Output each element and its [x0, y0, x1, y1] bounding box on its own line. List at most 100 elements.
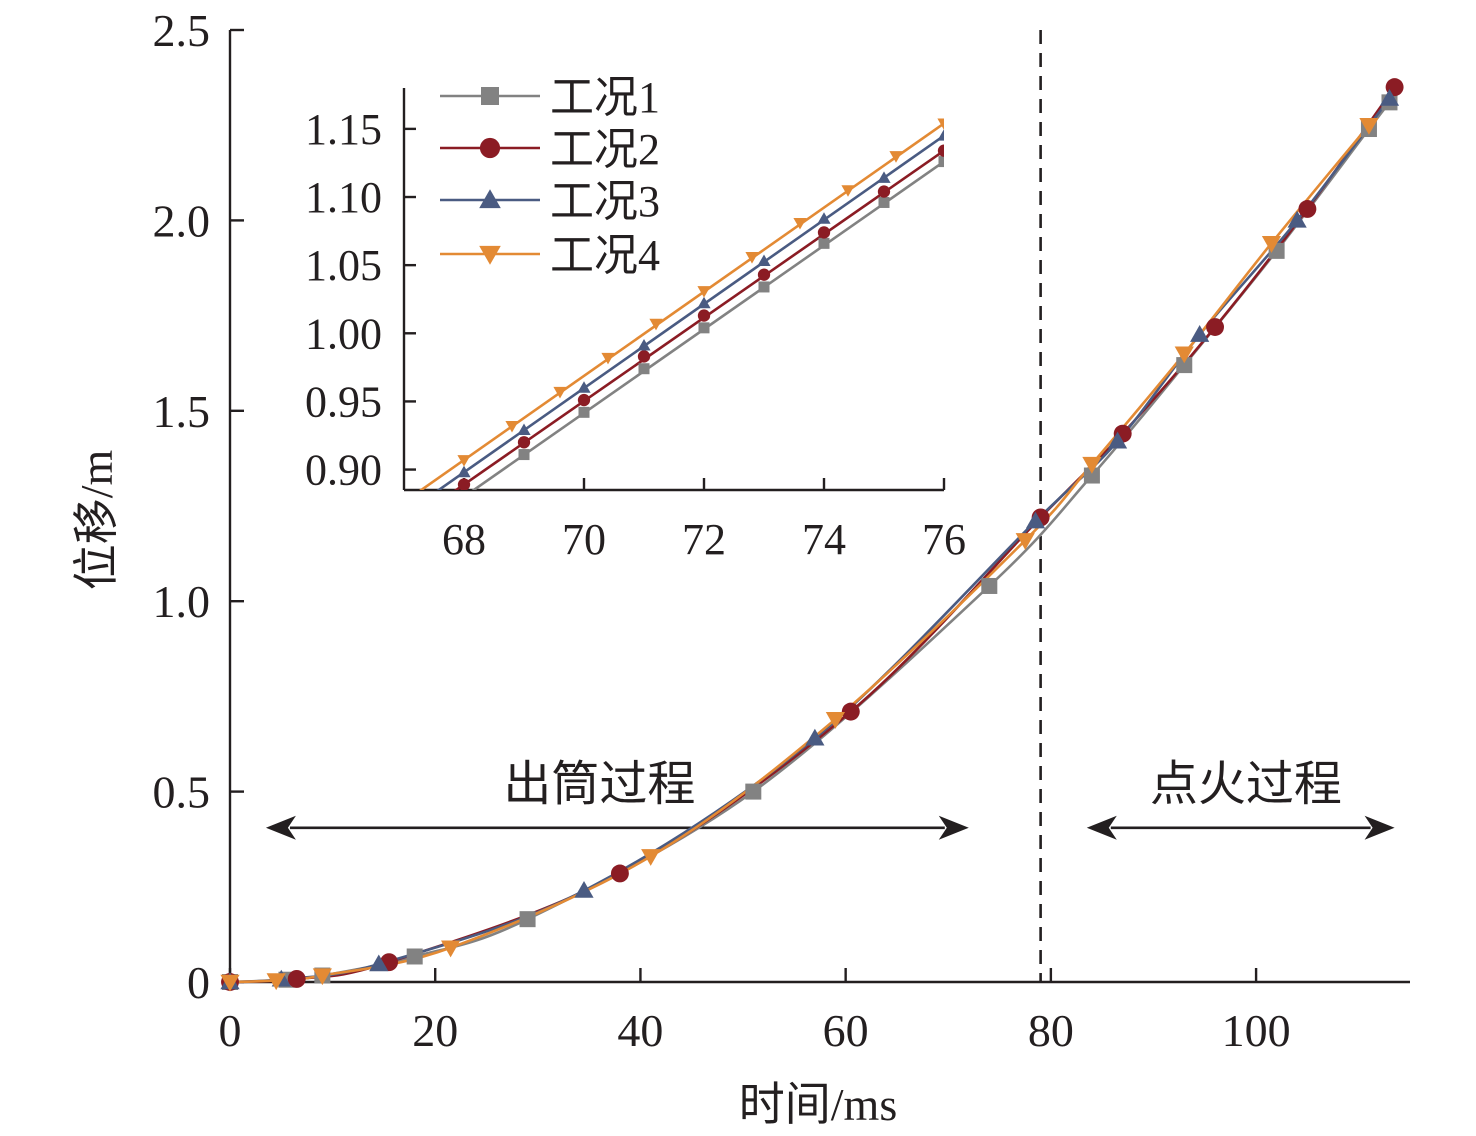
inset-data-point [577, 381, 591, 393]
inset-data-point [938, 156, 944, 168]
legend-item: 工况1 [440, 73, 660, 122]
x-axis-title: 时间/ms [739, 1079, 897, 1130]
inset-data-point [757, 254, 771, 267]
x-tick-label: 60 [823, 1005, 869, 1056]
y-tick-label: 1.0 [153, 576, 211, 627]
inset-data-point [637, 350, 651, 363]
data-point [1015, 533, 1035, 550]
data-point [220, 974, 240, 992]
x-tick-label: 80 [1028, 1005, 1074, 1056]
inset-data-point [577, 393, 591, 407]
data-point [610, 864, 629, 883]
legend-item: 工况3 [440, 177, 660, 226]
data-point [1379, 88, 1400, 106]
inset-y-tick-label: 1.10 [305, 173, 382, 222]
series-line [229, 124, 1370, 984]
inset-data-point [601, 352, 615, 365]
inset-y-tick-label: 0.90 [305, 446, 382, 495]
inset-data-point [758, 281, 770, 293]
annotation-label: 出筒过程 [503, 758, 695, 811]
inset-y-tick-label: 1.15 [305, 105, 382, 154]
data-point [1298, 200, 1317, 218]
x-tick-label: 0 [219, 1005, 242, 1056]
data-point [574, 881, 594, 898]
inset-y-tick-label: 1.05 [305, 241, 382, 290]
inset-data-point [553, 386, 567, 399]
data-point [1359, 118, 1379, 135]
legend-label: 工况1 [550, 73, 660, 122]
inset-data-point [697, 296, 711, 309]
inset-data-point [637, 338, 651, 351]
inset-data-point [877, 185, 891, 198]
annotation-label: 点火过程 [1150, 758, 1342, 811]
x-tick-label: 20 [412, 1005, 458, 1056]
inset-data-point [937, 144, 944, 157]
y-tick-label: 0 [187, 957, 210, 1008]
inset-data-point [841, 185, 855, 197]
inset-data-point [578, 406, 590, 418]
arrow-head-right [1364, 815, 1395, 840]
data-point [1107, 431, 1128, 449]
inset-series-line [471, 160, 944, 490]
inset-data-point [878, 196, 890, 208]
data-point [1083, 467, 1100, 484]
inset-y-tick-label: 1.00 [305, 309, 382, 358]
inset-data-point [517, 423, 531, 435]
inset-data-point [649, 318, 663, 331]
inset-data-point [518, 449, 530, 461]
data-point [841, 702, 860, 721]
inset-data-point [745, 252, 759, 264]
inset-x-tick-label: 68 [442, 515, 486, 564]
inset-x-tick-label: 72 [682, 515, 726, 564]
inset-series-line [453, 149, 944, 490]
y-tick-label: 2.0 [153, 195, 211, 246]
inset-x-tick-label: 74 [802, 515, 846, 564]
y-axis-title: 位移/m [71, 450, 122, 591]
data-point [441, 940, 461, 958]
data-point [641, 849, 661, 866]
inset-data-point [697, 309, 711, 322]
inset-data-point [877, 171, 891, 183]
arrow-head-right [938, 815, 969, 840]
data-point [745, 783, 762, 800]
arrow-head-left [1086, 815, 1117, 840]
main-plot: 0 20 40 60 80 100 0 0.5 1.0 1.5 2.0 2.5 时间/ms 位移/m 出筒过… [71, 5, 1410, 1130]
legend-label: 工况4 [550, 231, 660, 280]
inset-data-point [889, 151, 903, 163]
legend-item: 工况4 [440, 231, 660, 280]
arrow-head-left [265, 815, 296, 840]
inset-data-point [937, 129, 944, 141]
y-tick-label: 2.5 [153, 5, 211, 56]
inset-data-point [457, 455, 471, 467]
data-point [406, 948, 423, 965]
inset-x-tick-label: 70 [562, 515, 606, 564]
inset-data-point [793, 217, 807, 230]
inset-data-point [817, 212, 831, 224]
data-point [287, 969, 306, 988]
legend-label: 工况3 [550, 177, 660, 226]
inset-data-point [698, 322, 710, 334]
data-point [805, 728, 825, 746]
data-point [1174, 346, 1194, 364]
inset-data-point [638, 363, 650, 375]
inset-x-tick-label: 76 [922, 515, 966, 564]
data-point [1176, 357, 1193, 374]
inset-data-point [817, 226, 831, 239]
inset-series-line [436, 134, 944, 490]
inset-data-point [818, 237, 830, 249]
data-point [1025, 511, 1046, 529]
inset-data-point [757, 268, 771, 281]
y-tick-label: 1.5 [153, 386, 211, 437]
data-point [1082, 456, 1102, 474]
inset-y-tick-label: 0.95 [305, 377, 382, 426]
inset-data-point [457, 478, 471, 490]
data-point [369, 954, 389, 972]
data-point [266, 973, 286, 991]
inset-series-line [418, 122, 944, 490]
inset-plot: 68 70 72 74 76 0.90 0.95 1.00 1.05 1.10 1.15 工况1工况2… [305, 73, 966, 564]
inset-data-point [517, 436, 531, 449]
data-point [312, 968, 332, 986]
inset-data-point [937, 118, 944, 131]
y-tick-label: 0.5 [153, 767, 211, 818]
